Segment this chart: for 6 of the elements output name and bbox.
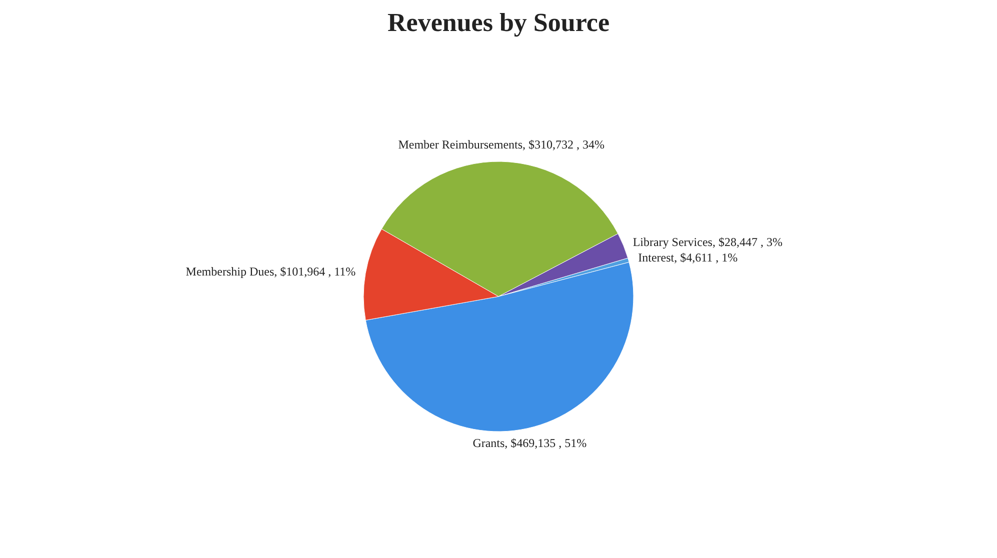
chart-title: Revenues by Source [388, 8, 610, 37]
slice-label: Member Reimbursements, $310,732 , 34% [398, 138, 605, 152]
slice-label: Grants, $469,135 , 51% [472, 436, 587, 450]
slice-label: Library Services, $28,447 , 3% [632, 234, 782, 249]
slice-label: Interest, $4,611 , 1% [638, 250, 738, 264]
slice-label: Membership Dues, $101,964 , 11% [186, 264, 356, 278]
